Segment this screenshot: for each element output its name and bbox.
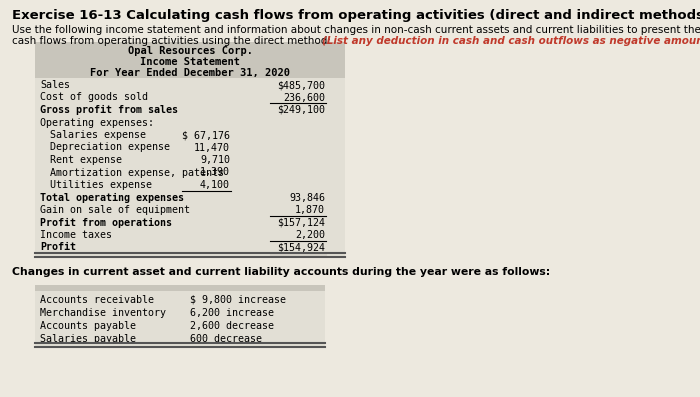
Text: Salaries expense: Salaries expense	[50, 130, 146, 140]
Text: $249,100: $249,100	[277, 105, 325, 115]
Text: Profit from operations: Profit from operations	[40, 218, 172, 227]
Text: Utilities expense: Utilities expense	[50, 180, 152, 190]
Text: cash flows from operating activities using the direct method:: cash flows from operating activities usi…	[12, 36, 335, 46]
Text: Income Statement: Income Statement	[140, 57, 240, 67]
Text: 1,870: 1,870	[295, 205, 325, 215]
Text: Accounts payable: Accounts payable	[40, 321, 136, 331]
Text: 2,600 decrease: 2,600 decrease	[190, 321, 274, 331]
Text: Cost of goods sold: Cost of goods sold	[40, 93, 148, 102]
Text: For Year Ended December 31, 2020: For Year Ended December 31, 2020	[90, 68, 290, 78]
Text: 93,846: 93,846	[289, 193, 325, 202]
Text: Use the following income statement and information about changes in non-cash cur: Use the following income statement and i…	[12, 25, 700, 35]
Text: $154,924: $154,924	[277, 243, 325, 252]
Text: Gross profit from sales: Gross profit from sales	[40, 105, 178, 115]
Text: Amortization expense, patents: Amortization expense, patents	[50, 168, 224, 177]
Text: Exercise 16-13 Calculating cash flows from operating activities (direct and indi: Exercise 16-13 Calculating cash flows fr…	[12, 9, 700, 22]
Text: 4,100: 4,100	[200, 180, 230, 190]
Text: Operating expenses:: Operating expenses:	[40, 118, 154, 127]
Text: (List any deduction in cash and cash outflows as negative amounts.): (List any deduction in cash and cash out…	[322, 36, 700, 46]
Bar	[35, 42, 345, 257]
Text: Total operating expenses: Total operating expenses	[40, 193, 184, 202]
Text: $157,124: $157,124	[277, 218, 325, 227]
Text: Income taxes: Income taxes	[40, 230, 112, 240]
Bar	[35, 42, 345, 78]
Text: $ 67,176: $ 67,176	[182, 130, 230, 140]
Bar	[35, 285, 325, 347]
Text: 9,710: 9,710	[200, 155, 230, 165]
Text: Accounts receivable: Accounts receivable	[40, 295, 154, 305]
Text: Depreciation expense: Depreciation expense	[50, 143, 170, 152]
Text: 2,200: 2,200	[295, 230, 325, 240]
Text: Sales: Sales	[40, 80, 70, 90]
Text: Rent expense: Rent expense	[50, 155, 122, 165]
Bar	[35, 285, 325, 291]
Text: 1,390: 1,390	[200, 168, 230, 177]
Text: Salaries payable: Salaries payable	[40, 334, 136, 344]
Text: 11,470: 11,470	[194, 143, 230, 152]
Text: $485,700: $485,700	[277, 80, 325, 90]
Text: Gain on sale of equipment: Gain on sale of equipment	[40, 205, 190, 215]
Text: Opal Resources Corp.: Opal Resources Corp.	[127, 46, 253, 56]
Text: 236,600: 236,600	[283, 93, 325, 102]
Text: $ 9,800 increase: $ 9,800 increase	[190, 295, 286, 305]
Text: Merchandise inventory: Merchandise inventory	[40, 308, 166, 318]
Text: Profit: Profit	[40, 243, 76, 252]
Text: 6,200 increase: 6,200 increase	[190, 308, 274, 318]
Text: 600 decrease: 600 decrease	[190, 334, 262, 344]
Text: Changes in current asset and current liability accounts during the year were as : Changes in current asset and current lia…	[12, 267, 550, 277]
